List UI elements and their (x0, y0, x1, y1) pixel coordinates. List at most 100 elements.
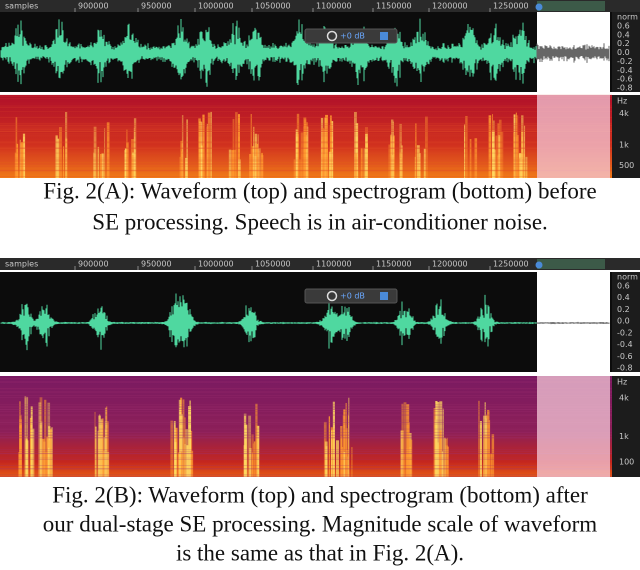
speech-energy (190, 450, 194, 477)
speech-energy (63, 146, 65, 178)
amplitude-label: 0.6 (617, 22, 630, 31)
ruler-label: 1200000 (432, 2, 468, 11)
caption-line: SE processing. Speech is in air-conditio… (92, 209, 548, 234)
speech-energy (202, 114, 205, 178)
amplitude-label: -0.4 (617, 66, 633, 75)
speech-energy (94, 411, 96, 477)
speech-energy (392, 121, 394, 178)
speech-energy (25, 439, 28, 477)
speech-energy (483, 434, 487, 477)
amplitude-label: 0.2 (617, 305, 630, 314)
speech-energy (48, 447, 50, 477)
playhead-range (537, 1, 605, 11)
speech-energy (180, 161, 183, 178)
speech-energy (479, 421, 483, 477)
ruler-unit: samples (5, 2, 38, 11)
speech-energy (51, 427, 53, 477)
speech-energy (513, 132, 515, 178)
speech-energy (93, 126, 97, 178)
ruler-label: 900000 (78, 260, 109, 269)
caption-line: Fig. 2(A): Waveform (top) and spectrogra… (43, 178, 596, 203)
speech-energy (324, 117, 327, 178)
speech-energy (330, 115, 332, 178)
speech-energy (360, 148, 363, 178)
speech-energy (446, 437, 448, 477)
speech-energy (403, 402, 407, 477)
speech-energy (439, 430, 442, 477)
ruler-label: 1150000 (376, 2, 412, 11)
speech-energy (465, 116, 468, 178)
gain-control (304, 28, 398, 44)
ruler-unit: samples (5, 260, 38, 269)
caption-line: is the same as that in Fig. 2(A). (176, 540, 464, 565)
speech-energy (348, 397, 350, 477)
speech-energy (434, 419, 437, 477)
speech-energy (185, 429, 188, 477)
speech-energy (46, 436, 50, 477)
speech-energy (19, 139, 21, 178)
speech-energy (255, 403, 258, 477)
amplitude-label: -0.2 (617, 57, 633, 66)
speech-energy (300, 132, 304, 178)
frequency-label: 4k (619, 109, 629, 118)
speech-energy (44, 451, 48, 477)
ruler (0, 0, 640, 12)
frequency-label: 4k (619, 394, 629, 403)
speech-energy (253, 441, 256, 477)
speech-energy (331, 121, 334, 178)
ruler-label: 1100000 (316, 260, 352, 269)
speech-energy (253, 126, 255, 178)
speech-energy (516, 135, 519, 178)
speech-energy (255, 147, 258, 178)
speech-energy (233, 149, 236, 178)
speech-energy (495, 135, 498, 178)
speech-energy (26, 396, 29, 477)
amplitude-axis (612, 12, 640, 92)
speech-energy (336, 440, 339, 477)
ruler-label: 1050000 (255, 2, 291, 11)
amplitude-label: 0.4 (617, 30, 630, 39)
speech-energy (228, 149, 232, 178)
speech-energy (399, 123, 402, 178)
speech-energy (59, 127, 62, 178)
speech-energy (181, 115, 184, 178)
gain-control (304, 288, 398, 304)
speech-energy (20, 424, 22, 477)
speech-energy (249, 448, 252, 477)
speech-energy (354, 112, 357, 178)
speech-energy (186, 119, 188, 178)
speech-energy (104, 407, 107, 477)
speech-energy (425, 116, 428, 178)
speech-energy (345, 403, 347, 477)
speech-energy (388, 144, 391, 178)
frequency-axis (612, 376, 640, 477)
speech-energy (55, 135, 58, 178)
speech-energy (133, 152, 135, 178)
speech-energy (57, 138, 60, 178)
speech-energy (487, 410, 490, 477)
speech-energy (42, 438, 45, 477)
gain-knob (326, 30, 338, 42)
amplitude-label: 0.6 (617, 282, 630, 291)
waveform (0, 293, 537, 351)
speech-energy (15, 117, 18, 178)
speech-energy (406, 448, 410, 477)
speech-energy (343, 452, 346, 477)
speech-energy (200, 122, 203, 178)
speech-energy (525, 156, 528, 178)
speech-energy (181, 414, 183, 477)
speech-energy (331, 430, 333, 477)
speech-energy (179, 408, 181, 477)
speech-energy (328, 151, 332, 178)
speech-energy (303, 117, 307, 178)
speech-energy (198, 118, 201, 178)
speech-energy (170, 420, 174, 477)
speech-energy (210, 111, 212, 178)
speech-energy (257, 157, 259, 178)
speech-energy (491, 434, 495, 477)
speech-energy (30, 406, 33, 477)
speech-energy (442, 408, 444, 477)
speech-energy (409, 439, 413, 477)
speech-energy (296, 113, 300, 178)
speech-energy (490, 453, 492, 477)
